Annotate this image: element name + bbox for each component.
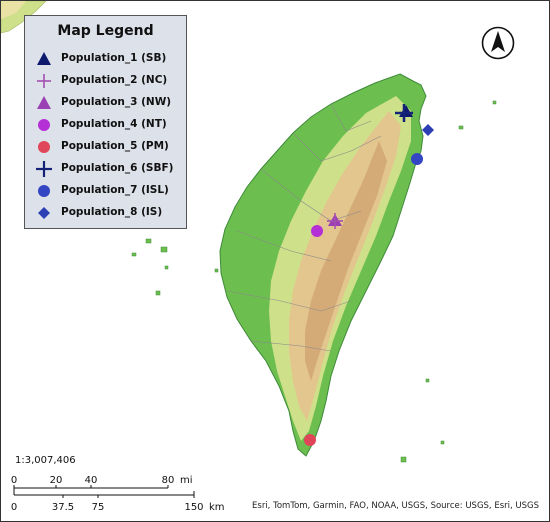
- circle-icon: [38, 119, 50, 131]
- legend-item-population-1: Population_1 (SB): [35, 50, 185, 68]
- legend-item-population-5: Population_5 (PM): [35, 138, 185, 156]
- legend-item-population-3: Population_3 (NW): [35, 94, 185, 112]
- legend-title: Map Legend: [57, 23, 154, 39]
- marker-population-5: [304, 434, 316, 446]
- marker-population-4: [311, 225, 323, 237]
- scale-km-tick: 75: [92, 502, 105, 513]
- scale-mi-tick: 80: [162, 475, 175, 486]
- scale-km-tick: 150: [184, 502, 203, 513]
- legend-item-population-4: Population_4 (NT): [35, 116, 185, 134]
- legend-label: Population_5 (PM): [61, 140, 169, 152]
- legend-label: Population_7 (ISL): [61, 184, 169, 196]
- county-lines: [226, 103, 382, 352]
- scale-km-tick: 0: [11, 502, 17, 513]
- scale-mi-tick: 40: [85, 475, 98, 486]
- map-legend: Map Legend Population_1 (SB) Population_…: [24, 15, 187, 229]
- marker-population-8: [422, 124, 434, 136]
- north-arrow-icon: [481, 26, 515, 60]
- scale-km-tick: 37.5: [52, 502, 74, 513]
- legend-label: Population_2 (NC): [61, 74, 168, 86]
- peak-ridge: [305, 141, 387, 381]
- marker-population-6: [395, 104, 413, 122]
- legend-label: Population_6 (SBF): [61, 162, 174, 174]
- triangle-icon: [37, 52, 51, 65]
- legend-label: Population_3 (NW): [61, 96, 172, 108]
- scale-mi-tick: 0: [11, 475, 17, 486]
- plus-icon: [37, 74, 51, 88]
- scale-mi-tick: 20: [50, 475, 63, 486]
- marker-population-7: [411, 153, 423, 165]
- circle-icon: [38, 141, 50, 153]
- scale-mi-unit: mi: [180, 475, 193, 486]
- scale-bar: 0 20 40 80 mi 0 37.5 75 150 km: [11, 475, 225, 513]
- triangle-icon: [37, 96, 51, 109]
- legend-item-population-8: Population_8 (IS): [35, 204, 185, 222]
- scale-km-unit: km: [209, 502, 225, 513]
- legend-label: Population_1 (SB): [61, 52, 167, 64]
- scale-ratio: 1:3,007,406: [15, 455, 76, 466]
- legend-item-population-7: Population_7 (ISL): [35, 182, 185, 200]
- legend-label: Population_8 (IS): [61, 206, 163, 218]
- population-markers: [304, 104, 434, 446]
- map-credits: Esri, TomTom, Garmin, FAO, NOAA, USGS, S…: [252, 501, 539, 511]
- islands: [131, 100, 497, 463]
- legend-label: Population_4 (NT): [61, 118, 167, 130]
- marker-population-2: [327, 213, 343, 229]
- legend-item-population-6: Population_6 (SBF): [35, 160, 185, 178]
- legend-item-population-2: Population_2 (NC): [35, 72, 185, 90]
- circle-icon: [38, 185, 50, 197]
- diamond-icon: [38, 207, 50, 219]
- plus-icon: [36, 161, 52, 177]
